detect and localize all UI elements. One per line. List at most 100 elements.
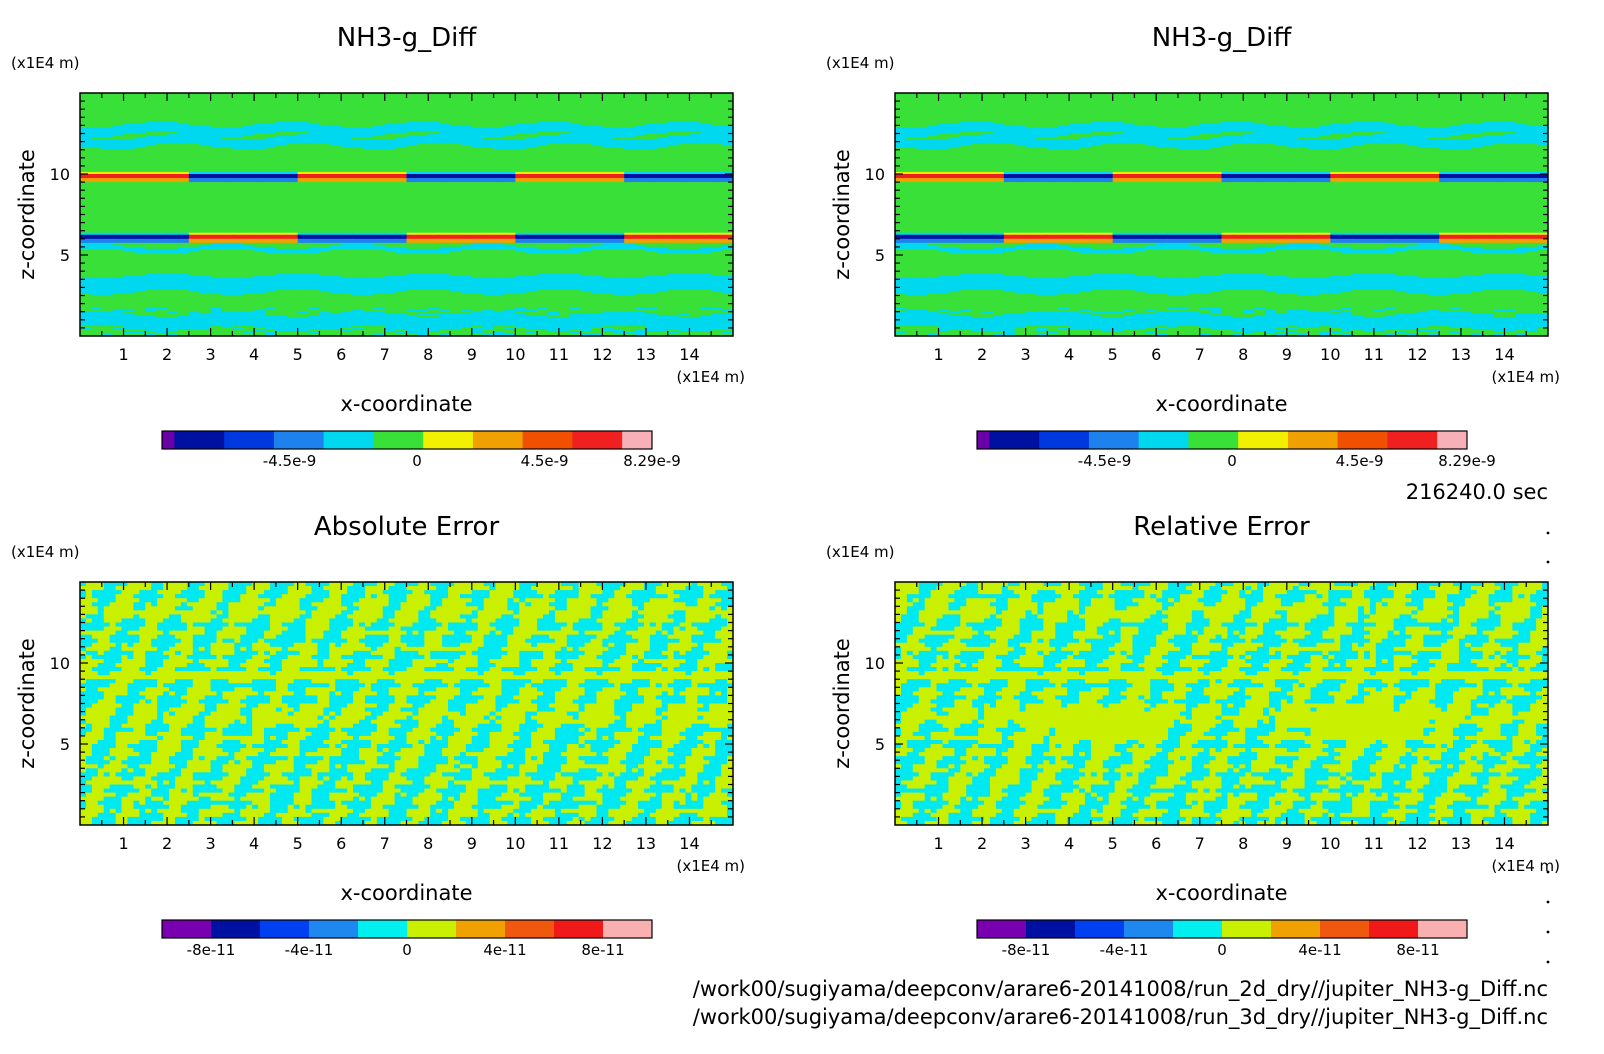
field-cell bbox=[558, 117, 571, 120]
field-cell bbox=[286, 174, 299, 177]
field-cell bbox=[722, 186, 733, 189]
field-cell bbox=[417, 147, 429, 151]
field-cell bbox=[591, 129, 603, 133]
field-cell bbox=[493, 125, 506, 129]
field-cell bbox=[450, 95, 462, 98]
field-cell bbox=[90, 250, 103, 254]
field-cell bbox=[341, 192, 353, 195]
field-cell bbox=[123, 210, 136, 214]
field-cell bbox=[558, 103, 571, 106]
field-cell bbox=[482, 141, 495, 145]
field-cell bbox=[134, 204, 146, 207]
field-cell bbox=[167, 174, 179, 177]
field-cell bbox=[526, 151, 538, 155]
field-cell bbox=[656, 145, 669, 149]
field-cell bbox=[112, 119, 125, 122]
field-cell bbox=[395, 232, 408, 236]
field-cell bbox=[341, 240, 353, 244]
field-cell bbox=[297, 101, 310, 104]
field-cell bbox=[428, 97, 440, 100]
field-cell bbox=[700, 220, 712, 224]
field-cell bbox=[460, 167, 473, 171]
field-cell bbox=[526, 204, 538, 207]
field-cell bbox=[504, 228, 516, 232]
field-cell bbox=[667, 196, 680, 199]
field-cell bbox=[602, 236, 614, 240]
field-cell bbox=[602, 101, 614, 104]
field-cell bbox=[722, 184, 733, 187]
field-cell bbox=[515, 244, 527, 248]
field-cell bbox=[504, 163, 516, 167]
field-cell bbox=[537, 220, 549, 224]
field-cell bbox=[537, 115, 549, 118]
field-cell bbox=[406, 257, 418, 260]
field-cell bbox=[493, 137, 506, 141]
field-cell bbox=[112, 109, 125, 112]
field-cell bbox=[569, 161, 582, 165]
field-cell bbox=[384, 206, 397, 210]
field-cell bbox=[711, 99, 723, 102]
field-cell bbox=[602, 186, 614, 189]
field-cell bbox=[689, 167, 701, 171]
field-cell bbox=[286, 188, 299, 191]
field-cell bbox=[624, 182, 636, 185]
field-cell bbox=[90, 238, 103, 242]
field-cell bbox=[101, 248, 114, 252]
field-cell bbox=[232, 194, 244, 197]
field-cell bbox=[526, 184, 538, 187]
field-cell bbox=[602, 242, 614, 246]
field-cell bbox=[515, 222, 527, 226]
field-cell bbox=[101, 141, 114, 145]
field-cell bbox=[613, 212, 625, 216]
field-cell bbox=[395, 248, 408, 252]
field-cell bbox=[591, 137, 603, 141]
field-cell bbox=[167, 117, 179, 120]
field-cell bbox=[265, 105, 277, 108]
field-cell bbox=[330, 186, 342, 189]
field-cell bbox=[439, 101, 451, 104]
field-cell bbox=[428, 255, 440, 258]
field-cell bbox=[232, 141, 244, 145]
field-cell bbox=[275, 93, 288, 96]
field-cell bbox=[482, 125, 495, 129]
field-cell bbox=[80, 192, 92, 195]
field-cell bbox=[156, 234, 168, 238]
field-cell bbox=[558, 226, 571, 230]
field-cell bbox=[265, 250, 277, 254]
field-cell bbox=[569, 103, 582, 106]
field-cell bbox=[308, 141, 321, 145]
field-cell bbox=[635, 250, 647, 254]
field-cell bbox=[406, 216, 418, 220]
field-cell bbox=[482, 190, 495, 193]
field-cell bbox=[210, 208, 223, 212]
field-cell bbox=[591, 97, 603, 100]
field-cell bbox=[711, 232, 723, 236]
field-cell bbox=[547, 174, 560, 177]
field-cell bbox=[395, 178, 408, 181]
field-cell bbox=[700, 157, 712, 161]
field-cell bbox=[602, 182, 614, 185]
field-cell bbox=[656, 153, 669, 157]
field-cell bbox=[515, 236, 527, 240]
field-cell bbox=[482, 244, 495, 248]
field-cell bbox=[275, 240, 288, 244]
field-cell bbox=[395, 113, 408, 116]
field-cell bbox=[308, 143, 321, 147]
field-cell bbox=[493, 180, 506, 183]
field-cell bbox=[537, 230, 549, 234]
field-cell bbox=[308, 218, 321, 222]
field-cell bbox=[275, 153, 288, 157]
field-cell bbox=[275, 107, 288, 110]
field-cell bbox=[439, 210, 451, 214]
field-cell bbox=[613, 190, 625, 193]
field-cell bbox=[308, 163, 321, 167]
field-cell bbox=[243, 171, 255, 175]
field-cell bbox=[645, 198, 658, 201]
field-cell bbox=[515, 190, 527, 193]
field-cell bbox=[373, 255, 386, 258]
field-cell bbox=[362, 188, 375, 191]
field-cell bbox=[362, 196, 375, 199]
field-cell bbox=[558, 220, 571, 224]
field-cell bbox=[123, 257, 136, 260]
field-cell bbox=[319, 230, 331, 234]
